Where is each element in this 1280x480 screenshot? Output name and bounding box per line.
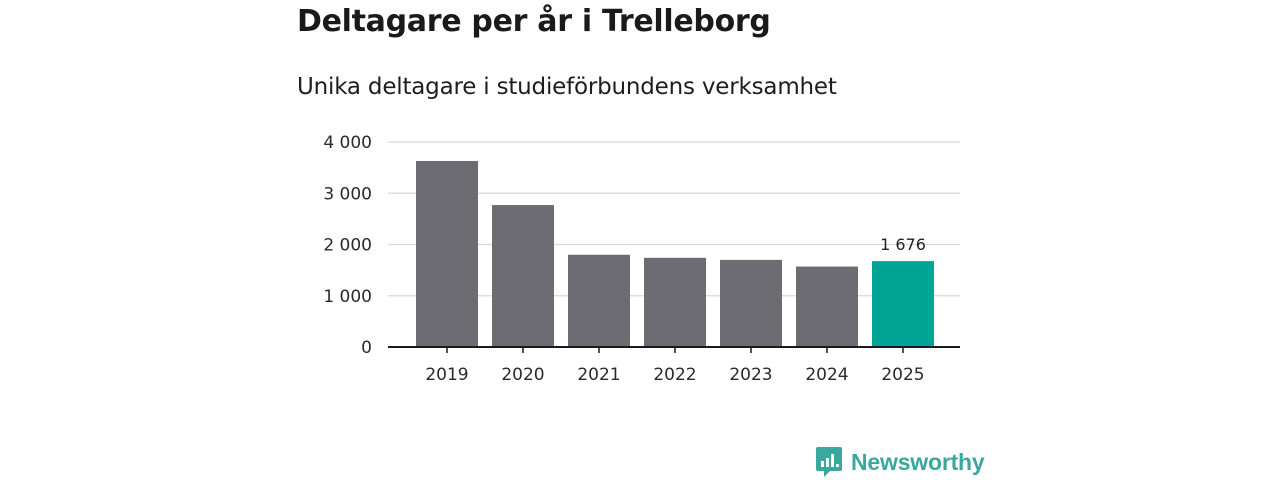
bar-chart: 0 1 000 2 000 3 000 4 000 2019 2020 2021 2022 202… — [323, 133, 960, 385]
bar-2019 — [416, 160, 478, 347]
data-label-2025: 1 676 — [880, 235, 926, 254]
bar-2021 — [568, 254, 630, 347]
bar-2024 — [796, 266, 858, 347]
brand-name: Newsworthy — [851, 448, 985, 475]
y-tick-label: 0 — [361, 338, 372, 358]
x-tick-label: 2023 — [729, 365, 772, 385]
x-tick-label: 2021 — [577, 365, 620, 385]
newsworthy-logo-icon — [816, 447, 842, 477]
y-tick-label: 1 000 — [323, 287, 372, 307]
chart-title: Deltagare per år i Trelleborg — [297, 4, 771, 39]
x-axis — [388, 346, 960, 353]
labels: 0 1 000 2 000 3 000 4 000 2019 2020 2021 2022 202… — [323, 133, 926, 385]
bar-2023 — [720, 259, 782, 347]
y-tick-label: 4 000 — [323, 133, 372, 153]
x-tick-label: 2019 — [425, 365, 468, 385]
y-tick-label: 3 000 — [323, 184, 372, 204]
x-tick-label: 2022 — [653, 365, 696, 385]
bar-2025 — [872, 261, 934, 347]
bars — [416, 160, 934, 347]
x-tick-label: 2024 — [805, 365, 848, 385]
x-tick-label: 2020 — [501, 365, 544, 385]
bar-2022 — [644, 257, 706, 347]
brand-logo: Newsworthy — [815, 446, 985, 478]
chart-subtitle: Unika deltagare i studieförbundens verks… — [297, 74, 837, 100]
x-tick-label: 2025 — [881, 365, 924, 385]
bar-2020 — [492, 205, 554, 347]
y-tick-label: 2 000 — [323, 236, 372, 256]
